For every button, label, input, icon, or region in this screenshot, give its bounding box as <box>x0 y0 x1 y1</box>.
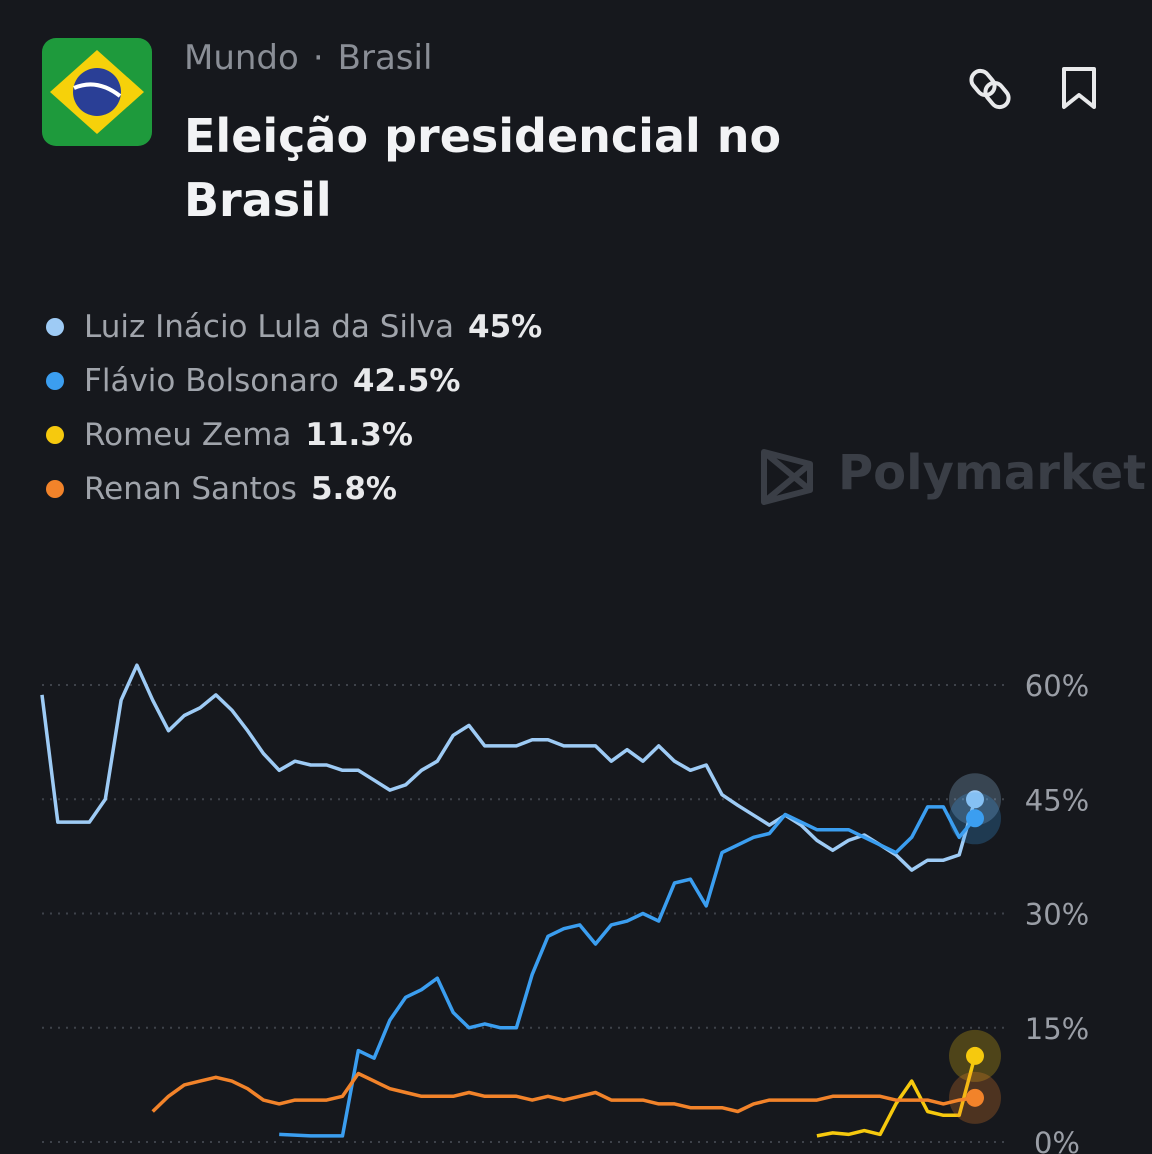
breadcrumb-item[interactable]: Mundo <box>184 38 299 78</box>
end-point <box>966 790 984 809</box>
y-tick-label: 15% <box>1025 1012 1089 1046</box>
legend-value: 5.8% <box>310 471 397 507</box>
series-line <box>279 805 977 1138</box>
end-point <box>966 809 984 828</box>
y-tick-label: 60% <box>1025 669 1089 703</box>
legend-marker <box>46 318 64 336</box>
series-line <box>151 1071 976 1114</box>
legend-label: Renan Santos <box>84 471 297 507</box>
series-line <box>816 1055 977 1138</box>
watermark: Polymarket <box>838 445 1147 501</box>
legend-item: Renan Santos 5.8% <box>42 462 542 516</box>
legend-label: Romeu Zema <box>84 417 292 453</box>
breadcrumb-item[interactable]: Brasil <box>337 38 433 78</box>
end-point <box>966 1088 984 1107</box>
breadcrumb: Mundo · Brasil <box>184 38 433 78</box>
link-icon[interactable] <box>968 66 1014 112</box>
legend-item: Romeu Zema 11.3% <box>42 408 542 462</box>
legend-item: Flávio Bolsonaro 42.5% <box>42 354 542 408</box>
legend-marker <box>46 480 64 498</box>
y-tick-label: 0% <box>1034 1126 1080 1154</box>
legend-label: Flávio Bolsonaro <box>84 363 339 399</box>
page-title: Eleição presidencial no Brasil <box>184 109 782 227</box>
bookmark-icon[interactable] <box>1060 66 1100 112</box>
legend-value: 42.5% <box>352 363 461 399</box>
y-tick-label: 30% <box>1025 898 1089 932</box>
legend-item: Luiz Inácio Lula da Silva 45% <box>42 300 542 354</box>
legend-marker <box>46 372 64 390</box>
series-line <box>40 663 977 872</box>
watermark-logo <box>761 449 813 505</box>
legend-value: 11.3% <box>305 417 413 453</box>
y-tick-label: 45% <box>1025 783 1089 817</box>
legend-value: 45% <box>468 309 543 345</box>
legend-label: Luiz Inácio Lula da Silva <box>84 309 454 345</box>
legend-marker <box>46 426 64 444</box>
end-point <box>966 1046 984 1065</box>
legend: Luiz Inácio Lula da Silva 45% Flávio Bolso… <box>42 300 542 516</box>
brazil-flag <box>42 38 152 146</box>
